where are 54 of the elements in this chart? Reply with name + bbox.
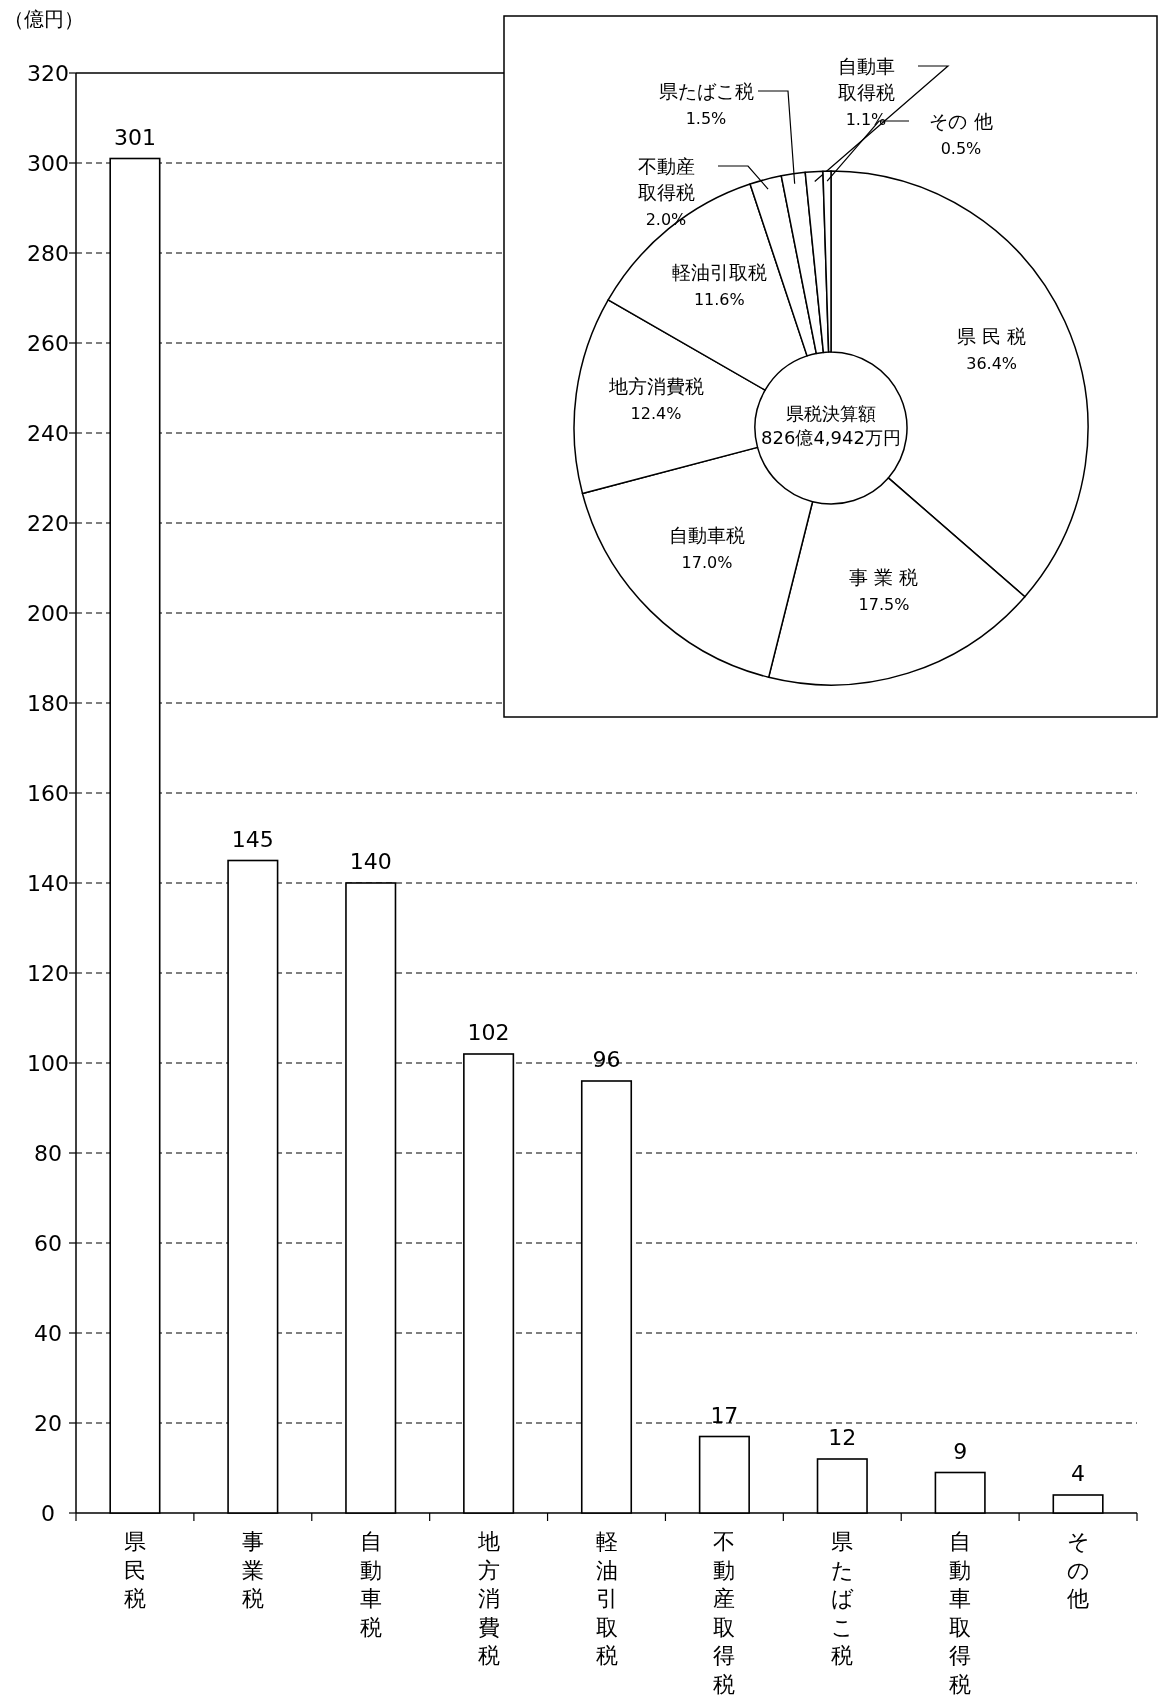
slice-label: 県 民 税 — [957, 324, 1027, 347]
slice-label: その 他 — [929, 110, 993, 132]
y-tick-label: 180 — [27, 691, 69, 716]
data-label: 9 — [953, 1438, 968, 1464]
y-tick-label: 280 — [27, 241, 69, 266]
data-label: 36.4% — [966, 353, 1018, 373]
y-tick-label: 160 — [27, 781, 69, 806]
slice-label: 自動車税 — [668, 523, 745, 546]
data-label: 0.5% — [940, 139, 982, 158]
x-tick-label: 地方消費税 — [476, 1529, 500, 1668]
data-label: 96 — [592, 1047, 621, 1072]
y-tick-label: 120 — [27, 961, 69, 986]
data-label: 17.5% — [858, 595, 910, 615]
y-tick-label: 140 — [27, 871, 69, 896]
x-tick-label: その他 — [1066, 1529, 1090, 1611]
x-tick-label: 自動車税 — [359, 1529, 382, 1640]
data-label: 4 — [1071, 1461, 1086, 1486]
x-tick-label: 不動産取得税 — [713, 1529, 736, 1697]
slice-label: 事 業 税 — [849, 566, 919, 589]
y-tick-label: 240 — [27, 421, 69, 446]
data-label: 17.0% — [681, 552, 733, 572]
y-tick-label: 320 — [27, 61, 69, 86]
x-tick-label: 県たばこ税 — [830, 1529, 854, 1668]
slice-label: 県たばこ税 — [658, 80, 754, 102]
slice-label: 自動車取得税 — [837, 55, 895, 103]
y-tick-label: 60 — [34, 1231, 62, 1256]
y-tick-label: 300 — [27, 151, 69, 176]
y-tick-label: 40 — [34, 1321, 62, 1346]
legend-label: 不動産取得税 — [637, 155, 695, 203]
y-tick-label: 220 — [27, 511, 69, 536]
data-label: 17 — [710, 1402, 739, 1428]
slice-label: 地方消費税 — [607, 374, 704, 397]
y-tick-label: 80 — [34, 1141, 62, 1166]
y-tick-label: 100 — [27, 1051, 69, 1076]
x-tick-label: 自動車取得税 — [949, 1529, 972, 1697]
data-label: 1.1% — [845, 110, 887, 129]
y-tick-label: 0 — [41, 1501, 55, 1526]
data-label: 145 — [231, 826, 274, 852]
annotation: 県税決算額 826億4,942万円 — [761, 403, 901, 448]
data-label: 102 — [467, 1020, 510, 1045]
x-tick-label: 軽油引取税 — [595, 1529, 618, 1668]
data-label: 11.6% — [693, 290, 745, 310]
x-tick-label: 事業税 — [241, 1529, 264, 1611]
data-label: 12.4% — [630, 403, 682, 423]
y-tick-label: 20 — [34, 1411, 62, 1436]
data-label: 301 — [113, 124, 156, 150]
y-axis-title: （億円） — [4, 7, 84, 31]
y-tick-label: 260 — [27, 331, 69, 356]
data-label: 12 — [828, 1425, 857, 1450]
data-label: 1.5% — [685, 109, 727, 128]
x-tick-label: 県民税 — [123, 1529, 146, 1611]
y-tick-label: 200 — [27, 601, 69, 626]
data-label: 140 — [349, 849, 392, 874]
slice-label: 軽油引取税 — [671, 261, 767, 284]
